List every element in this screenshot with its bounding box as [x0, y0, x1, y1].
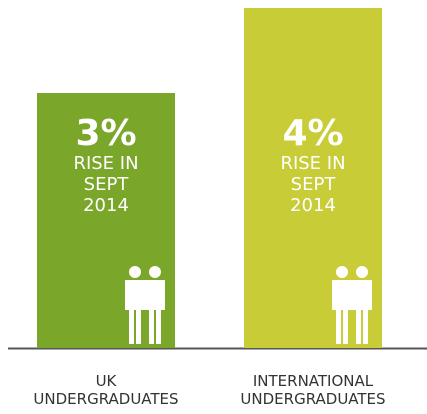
value-label: 3%: [75, 113, 137, 154]
bar-note: RISE IN SEPT 2014: [280, 153, 346, 216]
person-body: [352, 280, 372, 344]
x-tick-label: UK UNDERGRADUATES: [33, 372, 179, 408]
person-head: [149, 266, 161, 278]
value-label: 4%: [282, 113, 344, 154]
person-head: [356, 266, 368, 278]
person-head: [336, 266, 348, 278]
bar-note: RISE IN SEPT 2014: [73, 153, 139, 216]
people-icon: [332, 266, 372, 344]
people-icon: [125, 266, 165, 344]
person-body: [125, 280, 145, 344]
person-body: [145, 280, 165, 344]
person-body: [332, 280, 352, 344]
x-tick-label: INTERNATIONAL UNDERGRADUATES: [240, 372, 386, 408]
person-head: [129, 266, 141, 278]
